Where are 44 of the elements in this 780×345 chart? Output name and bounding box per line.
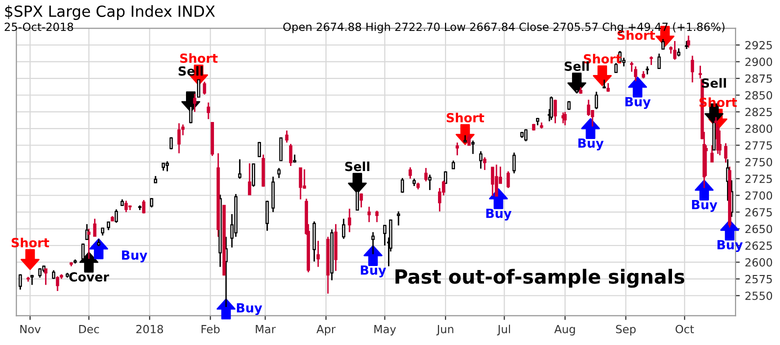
- text: Buy: [360, 266, 386, 278]
- x-tick-label: Dec: [79, 325, 99, 334]
- x-tick-label: Nov: [20, 325, 41, 334]
- y-tick-label: 2625: [745, 241, 772, 250]
- x-tick-label: Jul: [497, 324, 510, 336]
- x-tick-label: May: [374, 325, 396, 336]
- series-label: Buy: [236, 303, 262, 316]
- x-tick-label: Sep: [616, 324, 636, 336]
- y-tick-label: 2800: [745, 124, 772, 133]
- y-tick-label: 2550: [745, 292, 772, 300]
- y-tick-label: 2900: [745, 58, 772, 66]
- text: Buy: [578, 138, 604, 150]
- series-label: Sell: [345, 162, 370, 172]
- x-tick-label: Aug: [554, 325, 575, 336]
- y-tick-label: 2925: [745, 40, 772, 50]
- x-tick-label: Feb: [202, 324, 220, 334]
- y-tick-label: 2650: [745, 224, 772, 234]
- x-tick-label: Oct: [676, 324, 694, 334]
- chart-subtitle: 25-Oct-2018: [4, 22, 74, 32]
- y-tick-label: 2775: [745, 141, 772, 150]
- text: Buy: [122, 250, 148, 262]
- series-label: Cover: [69, 272, 110, 282]
- text: Short: [180, 53, 218, 63]
- text: Short: [12, 238, 50, 248]
- y-tick-label: 2750: [745, 158, 772, 166]
- text: Buy: [718, 240, 743, 252]
- y-tick-label: 2700: [745, 191, 772, 200]
- x-tick-label: Mar: [256, 325, 276, 334]
- annotation: Past out-of-sample signals: [396, 268, 684, 288]
- x-tick-label: Apr: [316, 325, 336, 336]
- y-tick-label: 2600: [745, 258, 772, 267]
- y-tick-label: 2825: [745, 108, 772, 116]
- text: Buy: [692, 200, 718, 212]
- text: Short: [446, 112, 484, 122]
- y-tick-label: 2850: [745, 91, 772, 100]
- y-tick-label: 2575: [745, 274, 772, 284]
- x-tick-label: Jun: [436, 325, 454, 336]
- text: Buy: [486, 208, 512, 221]
- chart-title: $SPX Large Cap Index INDX: [5, 5, 215, 20]
- y-tick-label: 2875: [745, 74, 772, 83]
- text: Buy: [625, 97, 651, 109]
- x-tick-label: 2018: [136, 324, 164, 334]
- y-tick-label: 2675: [745, 208, 772, 216]
- y-tick-label: 2725: [745, 174, 772, 184]
